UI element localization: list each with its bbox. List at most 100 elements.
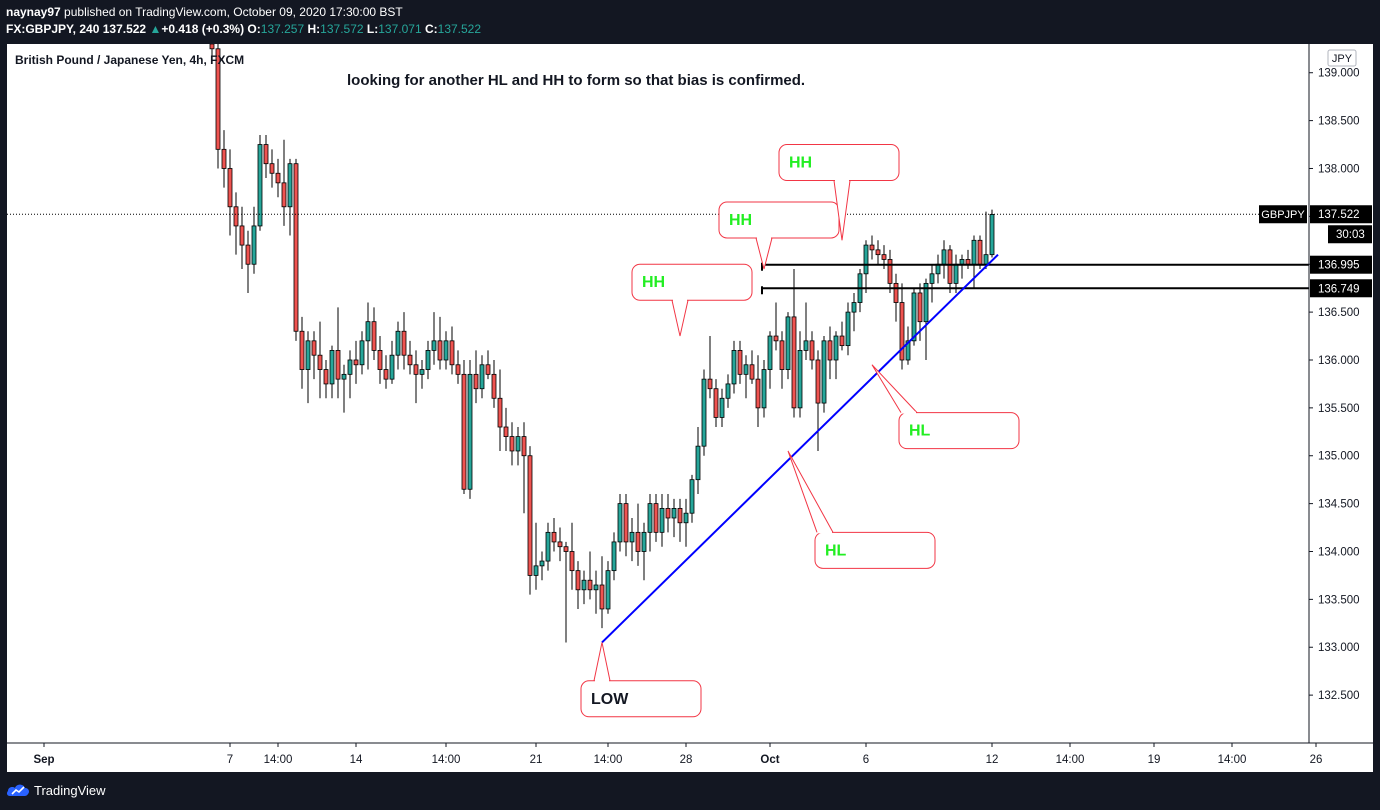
candle-body: [593, 584, 599, 591]
candle: [239, 206, 245, 270]
y-tick-label: 136.500: [1318, 307, 1360, 319]
callout-pointer: [671, 300, 689, 337]
candle-body: [293, 163, 299, 332]
candle: [473, 350, 479, 404]
candle: [407, 340, 413, 375]
chart-title: British Pound / Japanese Yen, 4h, FXCM: [15, 53, 244, 67]
candle: [725, 374, 731, 408]
candle: [395, 321, 401, 370]
candle: [737, 340, 743, 384]
time-axis: [7, 743, 1373, 772]
candle-body: [629, 531, 635, 543]
candle-body: [917, 292, 923, 323]
candle-body: [719, 397, 725, 418]
low-label: L:: [366, 22, 379, 36]
candle: [281, 139, 287, 226]
candle: [377, 336, 383, 384]
candle: [839, 321, 845, 351]
axes-layer: 132.500 133.000 133.500 134.000 134.500 135.0…: [7, 44, 1373, 772]
candle-body: [725, 383, 731, 399]
candle-body: [539, 560, 545, 567]
callout-label: HH: [642, 274, 665, 291]
candle: [293, 158, 299, 341]
candle: [233, 192, 239, 255]
candle: [503, 407, 509, 451]
x-tick-label: 12: [986, 754, 999, 766]
candle-body: [929, 273, 935, 284]
candle-body: [581, 579, 587, 591]
candle-body: [785, 316, 791, 370]
candle-body: [269, 163, 275, 174]
high-label: H:: [307, 22, 321, 36]
candle-body: [749, 364, 755, 380]
candle: [899, 283, 905, 370]
candle: [215, 44, 221, 169]
candle: [401, 312, 407, 370]
candle: [563, 541, 569, 643]
publish-text: published on TradingView.com, October 09…: [64, 5, 403, 19]
y-tick-label: 133.000: [1318, 642, 1360, 654]
close-value: 137.522: [437, 22, 482, 36]
candle: [761, 359, 767, 418]
candle: [935, 254, 941, 284]
candle: [923, 278, 929, 360]
candle-body: [989, 214, 995, 256]
candle: [797, 331, 803, 418]
candle: [443, 331, 449, 370]
tradingview-logo[interactable]: TradingView: [6, 782, 106, 798]
y-tick-label: 138.000: [1318, 163, 1360, 175]
candle: [833, 331, 839, 380]
candle: [557, 527, 563, 562]
candle-body: [641, 531, 647, 552]
candle: [671, 498, 677, 538]
x-tick-label: 28: [680, 754, 693, 766]
author-name[interactable]: naynay97: [6, 5, 61, 19]
candle: [323, 359, 329, 399]
chart-area[interactable]: LOW HH HH HH HL HL 132.500 133.000 133.500 134.0…: [7, 44, 1373, 772]
x-tick-label: 19: [1148, 754, 1161, 766]
callout: HL: [871, 364, 1020, 450]
symbol-tag-box: [1259, 205, 1307, 224]
candle-body: [905, 340, 911, 361]
y-tick-label: 139.000: [1318, 68, 1360, 80]
candle: [953, 254, 959, 293]
candle: [317, 321, 323, 399]
candle: [629, 517, 635, 562]
candle: [857, 269, 863, 313]
candle-body: [713, 388, 719, 418]
candle: [587, 551, 593, 600]
candle-body: [779, 340, 785, 370]
candle-body: [437, 340, 443, 361]
up-arrow-icon: ▲: [149, 22, 162, 36]
candle-body: [977, 239, 983, 265]
callout-pointer: [755, 237, 773, 270]
candle-body: [251, 225, 257, 265]
candle: [491, 359, 497, 408]
candle: [617, 494, 623, 552]
candle-body: [959, 259, 965, 265]
candle: [941, 240, 947, 279]
ohlc-info: FX:GBPJPY, 240 137.522 ▲+0.418 (+0.3%) O…: [6, 22, 481, 36]
candle: [545, 522, 551, 571]
candle-body: [353, 359, 359, 366]
candle-body: [347, 359, 353, 375]
last-price: 137.522: [102, 22, 147, 36]
low-value: 137.071: [378, 22, 422, 36]
price-chart[interactable]: LOW HH HH HH HL HL 132.500 133.000 133.500 134.0…: [7, 44, 1373, 772]
candle: [791, 269, 797, 418]
candle-body: [665, 508, 671, 519]
callout-label: HH: [789, 155, 812, 172]
candle-body: [839, 335, 845, 347]
x-tick-label: 21: [530, 754, 543, 766]
candle-body: [557, 541, 563, 548]
candle-body: [371, 321, 377, 351]
candle: [893, 273, 899, 322]
open-label: O:: [247, 22, 261, 36]
candle-body: [773, 335, 779, 342]
candle: [359, 331, 365, 375]
candle: [719, 388, 725, 428]
last-price-tag: 137.522: [1318, 209, 1360, 221]
candle: [527, 446, 533, 595]
x-tick-label: 14:00: [432, 754, 461, 766]
callout-pointer: [871, 364, 918, 413]
